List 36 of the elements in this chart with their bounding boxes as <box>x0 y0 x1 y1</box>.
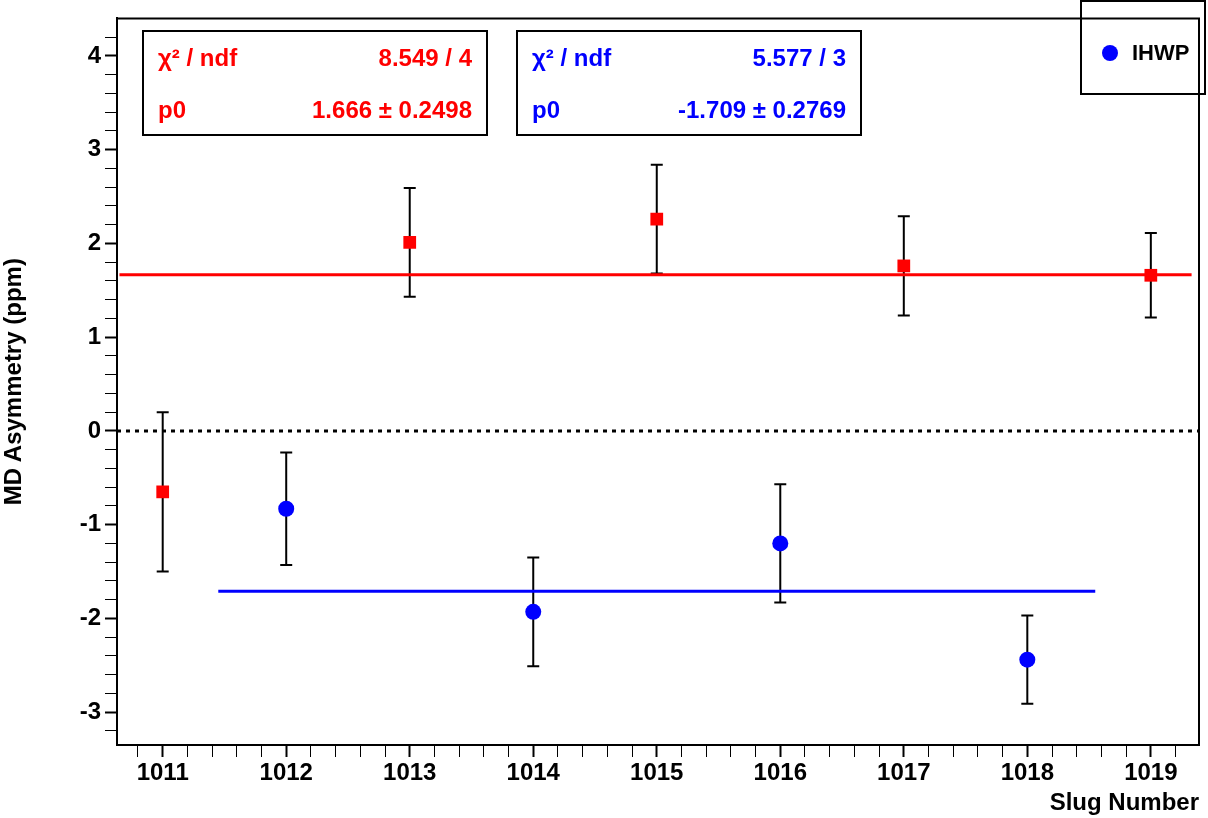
annotation: 5.577 / 3 <box>752 44 846 72</box>
annotation: χ² / ndf <box>532 44 612 72</box>
point <box>403 236 417 249</box>
x-tick-label: 1016 <box>753 758 807 786</box>
y-tick-label: 3 <box>87 134 101 162</box>
x-tick-label: 1011 <box>136 758 189 786</box>
legend-label: IHWP <box>1132 40 1190 66</box>
annotation: χ² / ndf <box>158 44 238 72</box>
y-tick-label: 4 <box>87 40 102 68</box>
x-tick-label: 1015 <box>630 758 684 786</box>
x-tick-label: 1013 <box>383 758 437 786</box>
x-tick-label: 1018 <box>1000 758 1055 786</box>
point <box>525 603 542 620</box>
point <box>897 259 911 273</box>
annotation: p0 <box>158 96 187 124</box>
y-tick-label: -1 <box>79 509 101 537</box>
x-tick-label: 1017 <box>877 758 931 786</box>
point <box>1019 651 1036 668</box>
x-tick-label: 1019 <box>1124 758 1178 786</box>
point <box>156 485 170 499</box>
annotation: 8.549 / 4 <box>378 44 472 72</box>
y-tick-label: 0 <box>87 415 101 443</box>
y-tick-label: 2 <box>87 228 101 256</box>
x-axis-title: Slug Number <box>1049 788 1199 816</box>
annotation: 1.666 ± 0.2498 <box>312 96 472 124</box>
point <box>278 500 295 517</box>
y-axis-title: MD Asymmetry (ppm) <box>0 258 27 506</box>
y-tick-label: -3 <box>79 696 101 724</box>
point <box>650 212 664 226</box>
point <box>772 535 789 552</box>
annotation: p0 <box>532 96 561 124</box>
annotation: -1.709 ± 0.2769 <box>678 96 846 124</box>
y-tick-label: -2 <box>79 603 101 631</box>
y-tick-label: 1 <box>87 321 101 349</box>
x-tick-label: 1014 <box>506 758 561 786</box>
x-tick-label: 1012 <box>259 758 313 786</box>
